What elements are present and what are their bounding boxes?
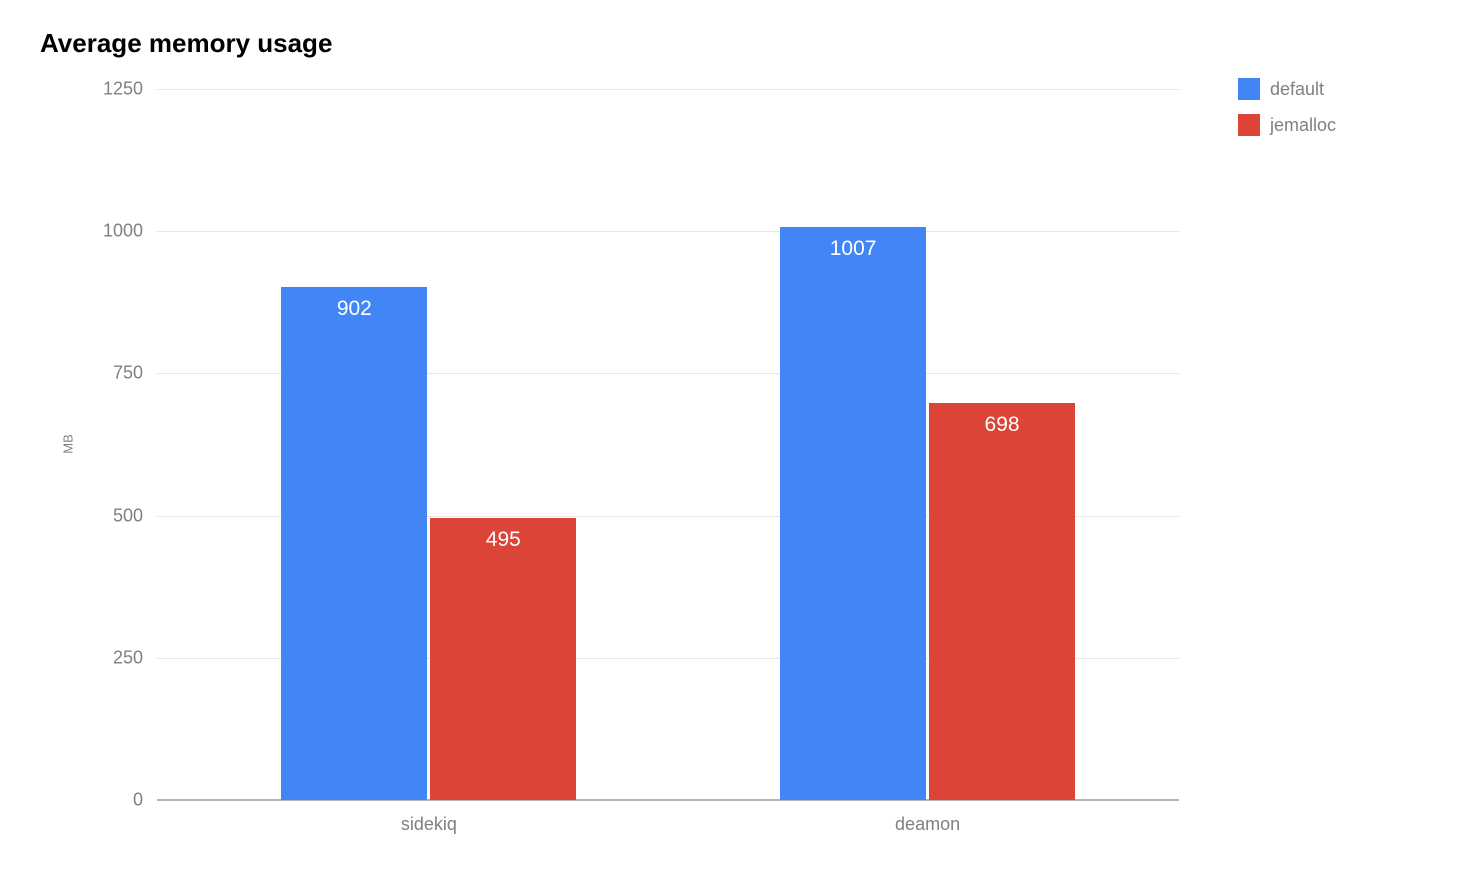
y-tick-label: 250 — [113, 647, 143, 668]
bar: 698 — [929, 403, 1075, 800]
legend-swatch — [1238, 114, 1260, 136]
legend-label: default — [1270, 80, 1324, 98]
legend-label: jemalloc — [1270, 116, 1336, 134]
plot-area: 025050075010001250sidekiq902495deamon100… — [157, 89, 1179, 800]
gridline — [157, 89, 1179, 90]
bar-value-label: 1007 — [830, 237, 877, 261]
bar-value-label: 902 — [337, 297, 372, 321]
legend-item: default — [1238, 78, 1336, 100]
legend-swatch — [1238, 78, 1260, 100]
y-tick-label: 1000 — [103, 221, 143, 242]
bar-value-label: 698 — [985, 413, 1020, 437]
bar: 1007 — [780, 227, 926, 800]
bar-value-label: 495 — [486, 528, 521, 552]
y-tick-label: 500 — [113, 505, 143, 526]
y-axis-label: MB — [61, 434, 76, 454]
chart-root: Average memory usage MB 0 250 500 750 1000 12… — [0, 0, 1461, 880]
y-tick-label: 750 — [113, 363, 143, 384]
bar: 495 — [430, 518, 576, 800]
legend-item: jemalloc — [1238, 114, 1336, 136]
y-tick-label: 1250 — [103, 79, 143, 100]
y-tick-label: 0 — [133, 790, 143, 811]
bar: 902 — [281, 287, 427, 800]
chart-title: Average memory usage — [40, 28, 332, 59]
x-tick-label: sidekiq — [401, 814, 457, 835]
gridline — [157, 231, 1179, 232]
legend: default jemalloc — [1238, 78, 1336, 150]
x-tick-label: deamon — [895, 814, 960, 835]
